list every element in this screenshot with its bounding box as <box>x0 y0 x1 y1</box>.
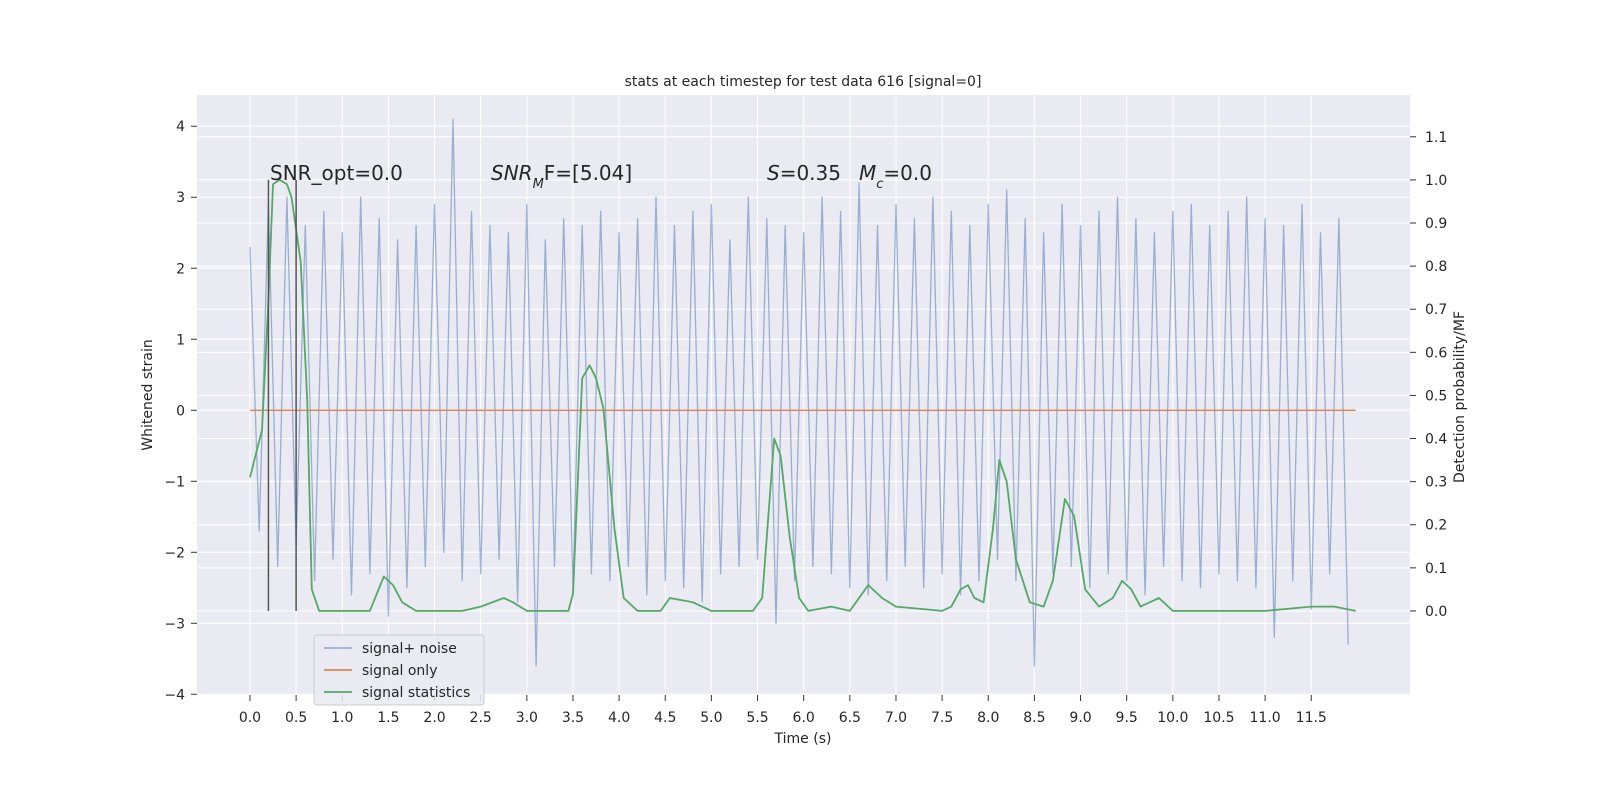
y-tick-label: 4 <box>176 119 185 135</box>
x-tick-label: 4.5 <box>654 710 676 726</box>
legend-label: signal+ noise <box>362 641 457 657</box>
marks <box>249 118 1356 667</box>
y2-tick-label: 0.1 <box>1425 561 1447 577</box>
y2-tick-label: 0.2 <box>1425 518 1447 534</box>
x-tick-label: 8.5 <box>1023 710 1045 726</box>
x-tick-label: 7.0 <box>885 710 907 726</box>
y2-tick-label: 0.4 <box>1425 432 1447 448</box>
y2-tick-label: 0.6 <box>1425 345 1447 361</box>
y-tick-label: −3 <box>164 616 185 632</box>
axes: 0.0 0.5 1.0 1.5 2.0 2.5 3.0 3.5 4.0 4.5 5.0 5.5 6.0 6… <box>164 119 1447 726</box>
y-tick-label: 0 <box>176 403 185 419</box>
annotation-part: c <box>876 177 883 192</box>
x-tick-label: 11.0 <box>1250 710 1281 726</box>
x-tick-label: 1.5 <box>377 710 399 726</box>
x-tick-label: 9.5 <box>1116 710 1138 726</box>
x-tick-label: 11.5 <box>1296 710 1327 726</box>
y-axis-label: Whitened strain <box>140 339 156 450</box>
annotation-part: =0.35 <box>780 161 841 185</box>
annotation-part: M <box>859 161 876 185</box>
x-tick-label: 3.0 <box>516 710 538 726</box>
annotation-part: F=[5.04] <box>544 161 632 185</box>
y-tick-label: 2 <box>176 261 185 277</box>
annotation-part: =0.0 <box>883 161 932 185</box>
y2-tick-label: 0.7 <box>1425 302 1447 318</box>
annotation-part: M <box>533 177 544 192</box>
y2-tick-label: 0.5 <box>1425 388 1447 404</box>
annotation: S=0.35 <box>767 161 841 185</box>
x-tick-label: 8.0 <box>977 710 999 726</box>
y2-axis-label: Detection probability/MF <box>1452 311 1468 483</box>
x-tick-label: 1.0 <box>331 710 353 726</box>
y2-tick-label: 0.8 <box>1425 259 1447 275</box>
y2-tick-label: 0.9 <box>1425 216 1447 232</box>
annotation: SNR_opt=0.0 <box>270 161 403 185</box>
chart-title: stats at each timestep for test data 616… <box>625 74 982 90</box>
grid <box>197 95 1410 695</box>
series-line <box>249 178 1356 612</box>
y2-tick-label: 0.3 <box>1425 475 1447 491</box>
x-tick-label: 2.5 <box>470 710 492 726</box>
x-tick-label: 5.0 <box>700 710 722 726</box>
y-tick-label: −2 <box>164 545 185 561</box>
x-tick-label: 0.5 <box>285 710 307 726</box>
annotation-part: S <box>767 161 780 185</box>
y-tick-label: −4 <box>164 687 185 703</box>
legend-label: signal only <box>362 663 437 679</box>
x-tick-label: 10.5 <box>1203 710 1234 726</box>
annotation: SNRMF=[5.04] <box>491 161 632 192</box>
y2-tick-label: 0.0 <box>1425 604 1447 620</box>
x-tick-label: 4.0 <box>608 710 630 726</box>
x-tick-label: 10.0 <box>1157 710 1188 726</box>
x-tick-label: 7.5 <box>931 710 953 726</box>
y-tick-label: 3 <box>176 190 185 206</box>
x-tick-label: 6.5 <box>839 710 861 726</box>
legend-label: signal statistics <box>362 685 470 701</box>
x-tick-label: 5.5 <box>746 710 768 726</box>
annotation-part: SNR_opt=0.0 <box>270 161 403 185</box>
y2-tick-label: 1.1 <box>1425 130 1447 146</box>
series-line <box>249 118 1349 667</box>
x-tick-label: 2.0 <box>423 710 445 726</box>
x-tick-label: 6.0 <box>793 710 815 726</box>
y2-tick-label: 1.0 <box>1425 173 1447 189</box>
annotation: Mc=0.0 <box>859 161 932 192</box>
x-axis-label: Time (s) <box>774 731 832 747</box>
y-tick-label: 1 <box>176 332 185 348</box>
legend: signal+ noise signal only signal statistic… <box>313 634 485 706</box>
legend-box <box>313 634 485 706</box>
x-tick-label: 9.0 <box>1069 710 1091 726</box>
y-tick-label: −1 <box>164 474 185 490</box>
x-tick-label: 3.5 <box>562 710 584 726</box>
annotation-part: SNR <box>491 161 533 185</box>
x-tick-label: 0.0 <box>239 710 261 726</box>
